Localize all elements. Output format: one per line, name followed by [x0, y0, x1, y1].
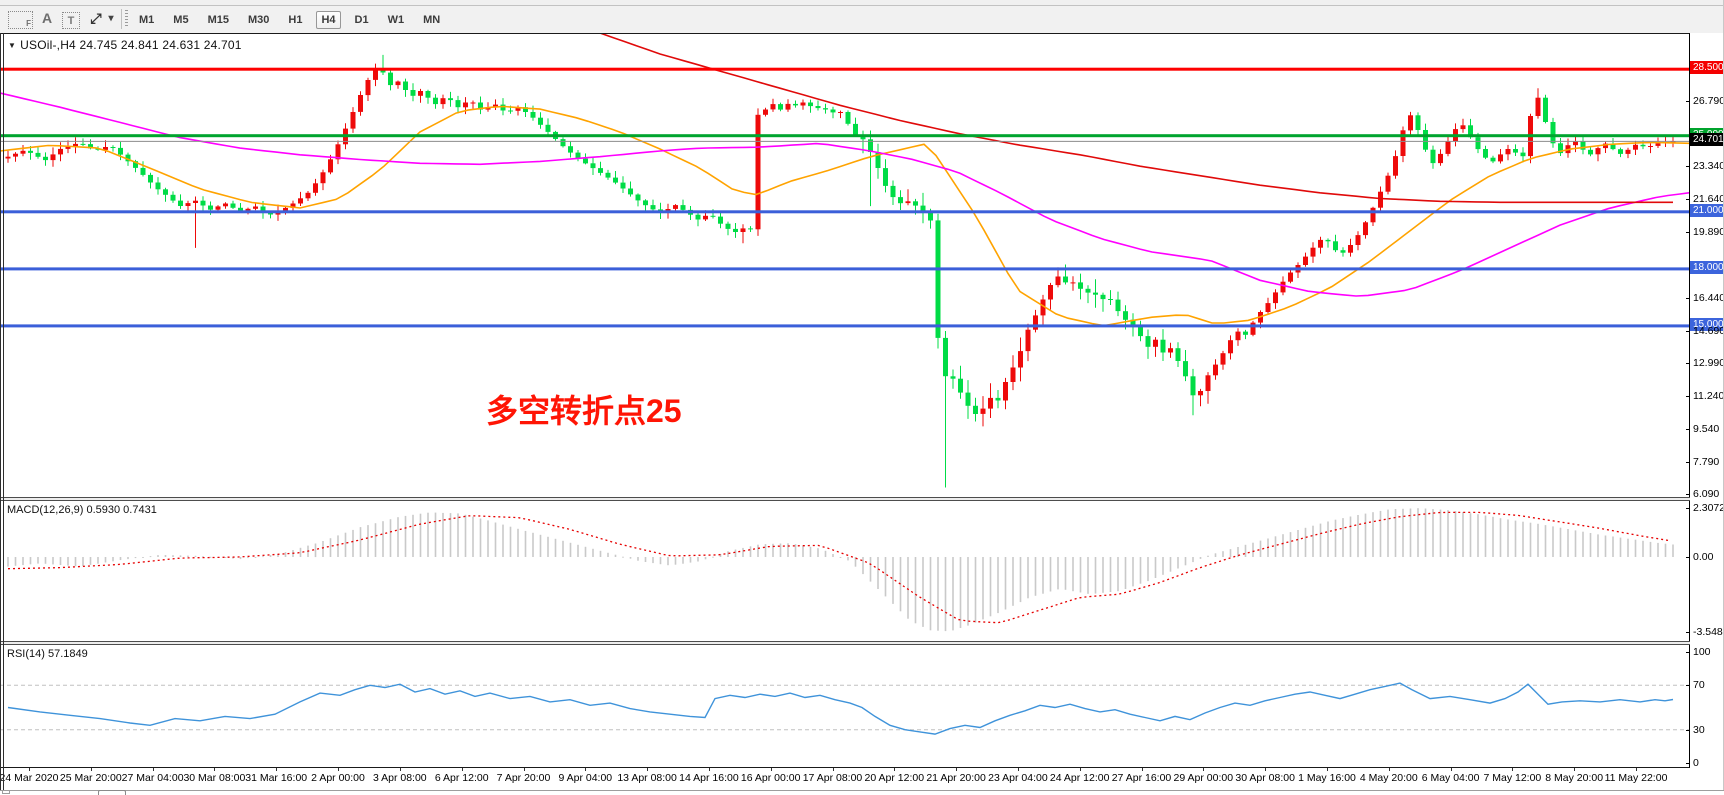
bottom-corner-box: [2, 790, 10, 794]
window-left-border: [0, 33, 1, 790]
axis-label: 0: [1693, 757, 1699, 769]
axis-label: 16.440: [1693, 291, 1724, 304]
axis-label: 9.540: [1693, 422, 1720, 435]
time-label: 21 Apr 20:00: [926, 772, 986, 784]
arrow-tools-icon[interactable]: ⤢: [90, 9, 102, 26]
timeframe-button-w1[interactable]: W1: [387, 13, 405, 26]
time-label: 20 Apr 12:00: [864, 772, 925, 784]
axis-label: 12.990: [1693, 357, 1724, 370]
time-label: 27 Apr 16:00: [1111, 772, 1172, 784]
axis-label: 23.340: [1693, 160, 1724, 173]
axis-label: 6.090: [1693, 488, 1720, 501]
chart-title: ▼ USOil-,H4 24.745 24.841 24.631 24.701: [8, 38, 242, 52]
plot-left-border: [3, 33, 4, 790]
time-label: 27 Mar 04:00: [121, 772, 184, 784]
time-label: 24 Mar 2020: [0, 772, 59, 784]
time-label: 1 May 16:00: [1298, 772, 1356, 784]
time-axis[interactable]: 24 Mar 2020 25 Mar 20:00 27 Mar 04:00 30 Ma…: [0, 768, 1724, 789]
axis-label: -3.5484: [1693, 626, 1724, 639]
time-label: 7 Apr 20:00: [496, 772, 551, 784]
rsi-label: RSI(14) 57.1849: [7, 648, 88, 660]
time-label: 16 Apr 00:00: [740, 772, 801, 784]
macd-label: MACD(12,26,9) 0.5930 0.7431: [7, 504, 157, 516]
time-label: 25 Mar 20:00: [59, 772, 122, 784]
pane-divider[interactable]: [0, 641, 1690, 645]
axis-label: 30: [1693, 723, 1705, 736]
chart-title-text: USOil-,H4 24.745 24.841 24.631 24.701: [20, 38, 242, 52]
bottom-strip: [0, 790, 1724, 795]
clipped-toolbar-strip: [0, 0, 1724, 6]
time-label: 31 Mar 16:00: [245, 772, 308, 784]
axis-label: 26.790: [1693, 94, 1724, 107]
candlestick-chart: [0, 34, 1689, 488]
time-label: 4 May 20:00: [1359, 772, 1418, 784]
timeframe-button-d1[interactable]: D1: [354, 13, 369, 26]
axis-label: 2.3072: [1693, 502, 1724, 514]
timeframe-button-mn[interactable]: MN: [423, 13, 441, 26]
macd-chart: [7, 508, 1674, 632]
chart-collapse-icon[interactable]: ▼: [8, 41, 17, 50]
time-label: 14 Apr 16:00: [679, 772, 739, 784]
price-badge-28.500: 28.500: [1690, 61, 1724, 75]
axis-label: 14.690: [1693, 324, 1724, 337]
axis-label: 7.790: [1693, 456, 1720, 468]
timeframe-button-h1[interactable]: H1: [288, 13, 303, 26]
forecast-grid-icon[interactable]: F: [8, 11, 33, 29]
chart-text-annotation: 多空转折点25: [486, 393, 682, 429]
timeframe-button-row: M1 M5 M15 M30 H1 H4 D1 W1 MN: [134, 9, 445, 30]
timeframe-button-m15[interactable]: M15: [207, 13, 229, 26]
price-badge-24.701: 24.701: [1690, 133, 1724, 147]
axis-label: 21.640: [1693, 192, 1724, 205]
timeframe-button-h4[interactable]: H4: [316, 10, 341, 29]
chart-toolbar: F A T ⤢ ▾ M1 M5 M15 M30 H1 H4 D1 W1 MN: [0, 6, 1724, 33]
time-label: 17 Apr 08:00: [802, 772, 863, 784]
price-axis[interactable]: 28.50026.79025.00024.70123.34021.64021.0…: [1686, 0, 1724, 795]
toolbar-separator: [121, 9, 122, 29]
time-label: 3 Apr 08:00: [372, 772, 427, 784]
timeframe-button-m5[interactable]: M5: [173, 13, 189, 26]
arrow-tools-caret-icon[interactable]: ▾: [108, 12, 114, 24]
axis-label: 19.890: [1693, 225, 1724, 238]
timeframe-button-m30[interactable]: M30: [247, 13, 270, 26]
timeframe-button-m1[interactable]: M1: [139, 13, 155, 26]
price-badge-18.000: 18.000: [1690, 260, 1724, 274]
axis-label: 11.240: [1693, 390, 1724, 403]
time-label: 13 Apr 08:00: [617, 772, 677, 784]
time-label: 24 Apr 12:00: [1049, 772, 1110, 784]
axis-label: 70: [1693, 679, 1705, 692]
text-annotation-icon[interactable]: A: [41, 10, 53, 26]
rsi-chart: [0, 682, 1689, 735]
price-badge-21.000: 21.000: [1690, 203, 1724, 217]
pane-divider[interactable]: [0, 497, 1690, 501]
rsi-indicator-pane[interactable]: RSI(14) 57.1849: [0, 645, 1690, 768]
time-label: 23 Apr 04:00: [988, 772, 1048, 784]
time-label: 2 Apr 00:00: [311, 772, 365, 784]
time-label: 7 May 12:00: [1483, 772, 1542, 784]
time-label: 30 Mar 08:00: [183, 772, 246, 784]
time-label: 8 May 20:00: [1545, 772, 1604, 784]
time-label: 9 Apr 04:00: [558, 772, 613, 784]
axis-label: 100: [1693, 645, 1711, 658]
macd-indicator-pane[interactable]: MACD(12,26,9) 0.5930 0.7431: [0, 501, 1690, 641]
time-label: 11 May 22:00: [1604, 772, 1668, 784]
time-label: 29 Apr 00:00: [1173, 772, 1234, 784]
time-label: 30 Apr 08:00: [1235, 772, 1295, 784]
bottom-panel-tab[interactable]: [98, 790, 126, 795]
time-label: 6 May 04:00: [1421, 772, 1480, 784]
axis-label: 0.00: [1693, 551, 1714, 563]
main-chart-pane[interactable]: ▼ USOil-,H4 24.745 24.841 24.631 24.701 多…: [0, 33, 1690, 498]
price-badge-15.000: 15.000: [1690, 317, 1724, 331]
text-box-icon[interactable]: T: [62, 12, 80, 29]
time-label: 6 Apr 12:00: [434, 772, 489, 784]
toolbar-drag-handle[interactable]: [125, 10, 128, 28]
